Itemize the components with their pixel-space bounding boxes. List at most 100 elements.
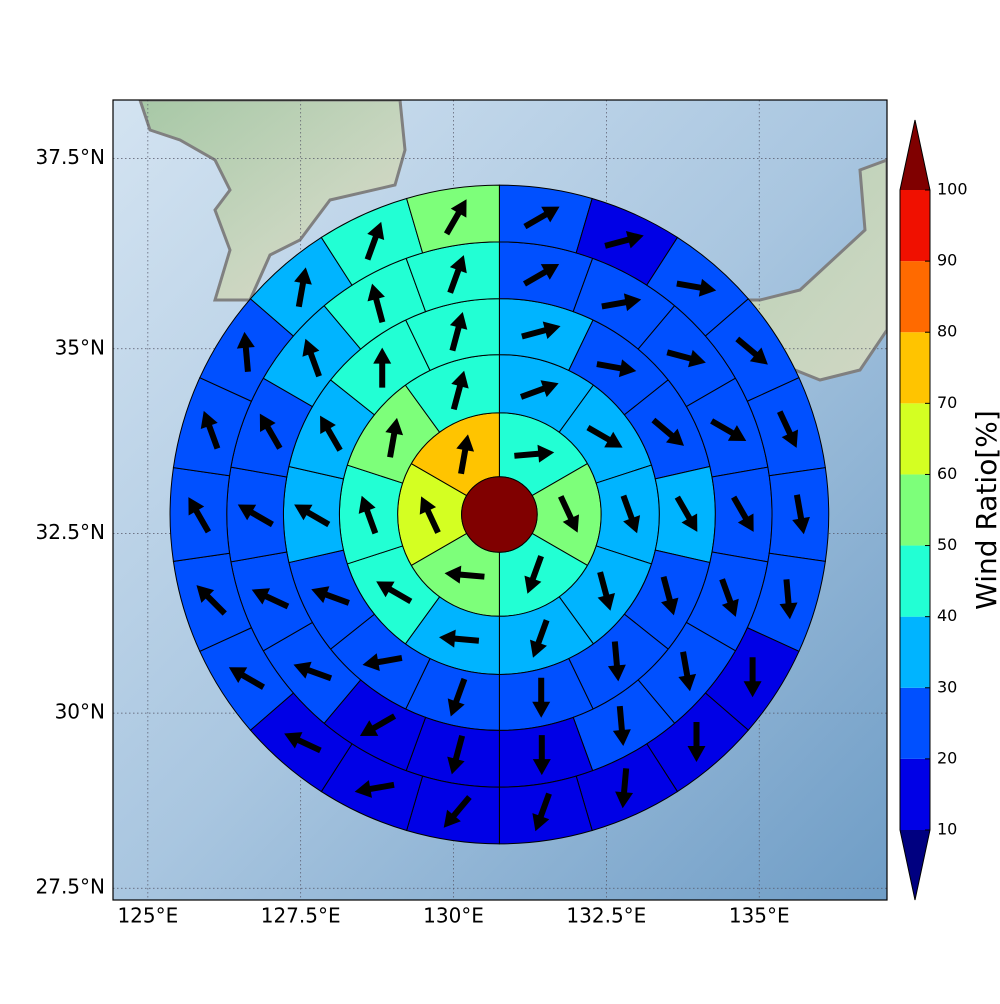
x-tick-label: 130°E (423, 904, 484, 928)
wind-arrow (376, 581, 413, 605)
wind-arrow (364, 221, 385, 261)
wind-arrow (532, 735, 551, 776)
wind-arrow (532, 792, 552, 832)
wind-arrow (596, 359, 637, 378)
colorbar-label: Wind Ratio[%] (970, 410, 1000, 610)
y-tick-label: 27.5°N (36, 875, 106, 899)
wind-arrow (530, 619, 550, 658)
wind-arrow (367, 283, 386, 324)
wind-arrow (320, 415, 343, 452)
wind-arrow (362, 653, 403, 671)
wind-arrow (284, 732, 322, 754)
wind-arrow (358, 495, 379, 535)
wind-arrow (302, 338, 322, 378)
wind-arrow (666, 349, 706, 368)
colorbar-tick-label: 30 (937, 677, 957, 696)
wind-arrow (607, 641, 626, 682)
colorbar-tick-label: 100 (937, 180, 968, 199)
center-disc (461, 476, 538, 553)
colorbar-tick-label: 50 (937, 535, 957, 554)
wind-arrow (687, 721, 706, 762)
wind-arrow (251, 588, 290, 610)
wind-arrow (597, 571, 615, 611)
colorbar-tick-label: 90 (937, 251, 957, 270)
colorbar-tick-label: 20 (937, 748, 957, 767)
colorbar-tick-label: 80 (937, 322, 957, 341)
colorbar-tick-label: 40 (937, 606, 957, 625)
y-tick-label: 32.5°N (36, 520, 106, 544)
wind-arrow (447, 734, 466, 775)
colorbar-block (900, 261, 930, 333)
wind-arrow (259, 413, 283, 450)
wind-arrow (710, 418, 747, 441)
wind-arrow (731, 495, 754, 532)
x-tick-label: 127.5°E (261, 904, 341, 928)
wind-arrow (558, 495, 580, 533)
wind-arrow (293, 661, 333, 682)
colorbar-block (900, 545, 930, 617)
wind-arrow (514, 444, 555, 463)
wind-arrow (522, 263, 560, 287)
wind-arrow (586, 424, 623, 448)
wind-arrow (419, 496, 441, 534)
wind-arrow (676, 278, 717, 297)
wind-arrow (743, 657, 762, 698)
wind-arrow (188, 497, 212, 534)
colorbar-tick-label: 60 (937, 464, 957, 483)
wind-arrow (228, 667, 266, 690)
wind-arrow (200, 410, 221, 450)
wind-arrow (620, 494, 641, 534)
y-tick-label: 30°N (55, 700, 105, 724)
colorbar-extend-under (900, 830, 930, 900)
wind-arrow (456, 434, 475, 475)
wind-arrow (444, 565, 485, 584)
wind-arrow (373, 347, 392, 388)
wind-arrow (604, 230, 644, 249)
wind-arrow (777, 410, 799, 448)
wind-arrow (294, 504, 331, 528)
wind-arrow (443, 199, 467, 236)
wind-arrow (612, 705, 631, 746)
colorbar-tick-label: 10 (937, 820, 957, 839)
x-tick-label: 135°E (729, 904, 790, 928)
wind-arrow (792, 494, 810, 535)
wind-arrow (237, 504, 274, 528)
wind-arrow (532, 677, 551, 718)
wind-arrow (524, 555, 544, 594)
colorbar-tick-label: 70 (937, 393, 957, 412)
wind-arrow (615, 768, 634, 809)
colorbar-block (900, 474, 930, 546)
wind-arrow (450, 370, 469, 411)
wind-arrow (447, 677, 468, 717)
colorbar-block (900, 616, 930, 688)
wind-arrow (735, 336, 768, 365)
wind-arrow (294, 267, 312, 308)
korea-land (138, 100, 407, 302)
wind-arrow (779, 579, 798, 620)
wind-arrow (521, 321, 561, 340)
colorbar-extend-over (900, 120, 930, 190)
x-tick-label: 132.5°E (566, 904, 646, 928)
colorbar: 10 20 30 40 50 60 70 80 90 100 (899, 119, 968, 901)
wind-arrow (443, 795, 472, 828)
colorbar-block (900, 403, 930, 475)
wind-arrow (439, 629, 480, 648)
sectors (169, 184, 830, 845)
x-tick-label: 125°E (117, 904, 178, 928)
wind-arrow (678, 651, 697, 692)
wind-arrow (236, 331, 255, 372)
colorbar-block (900, 687, 930, 759)
wind-arrow (311, 586, 350, 606)
y-tick-label: 35°N (55, 335, 105, 359)
colorbar-block (900, 758, 930, 830)
wind-arrow (660, 575, 679, 616)
axes-frame (112, 99, 888, 901)
wind-arrow (523, 206, 560, 230)
wind-arrow (449, 311, 468, 352)
wind-arrow (359, 713, 397, 737)
wind-arrow (354, 780, 395, 798)
wind-arrow (385, 417, 404, 458)
ticks: 125°E 127.5°E 130°E 132.5°E 135°E 27.5°N 30°N 3… (36, 145, 790, 928)
y-tick-label: 37.5°N (36, 145, 106, 169)
